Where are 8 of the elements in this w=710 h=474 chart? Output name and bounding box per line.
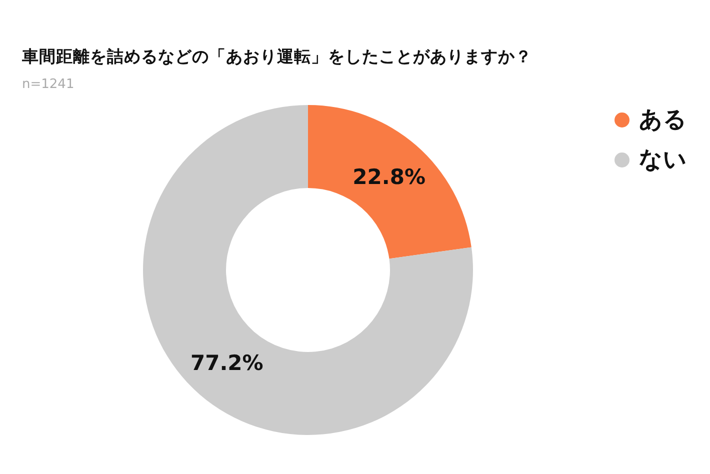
- donut-slice: [308, 105, 472, 259]
- legend-label: ない: [639, 147, 687, 173]
- chart-title: 車間距離を詰めるなどの「あおり運転」をしたことがありますか？: [21, 47, 532, 66]
- data-label: 77.2%: [190, 351, 264, 376]
- data-label: 22.8%: [352, 164, 426, 189]
- chart-subtitle: n=1241: [22, 77, 74, 92]
- legend-label: ある: [639, 107, 687, 133]
- donut-slice: [143, 105, 473, 435]
